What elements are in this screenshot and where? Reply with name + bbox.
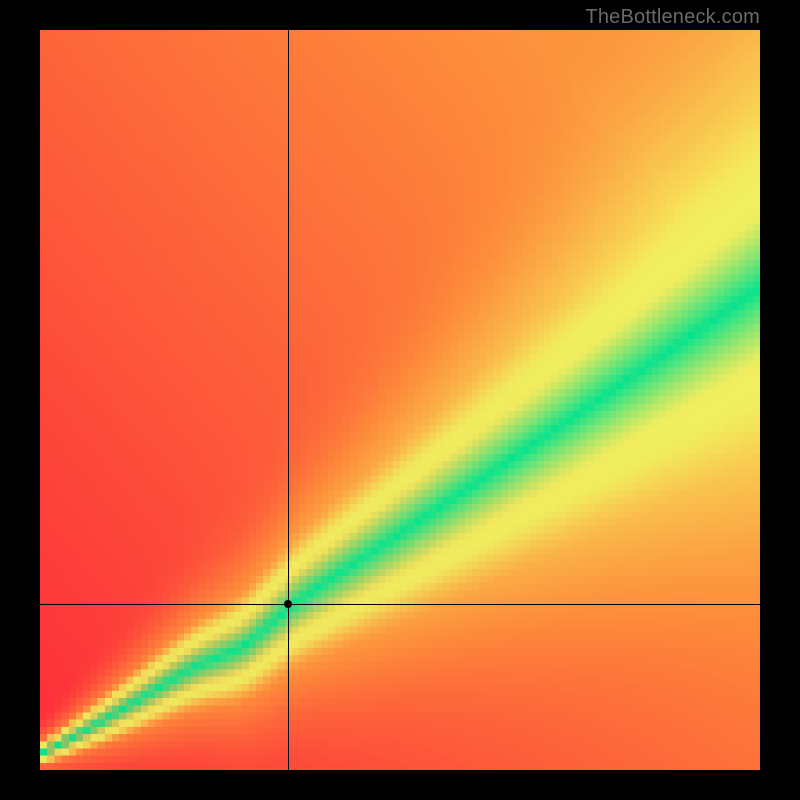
- crosshair-horizontal-line: [40, 604, 760, 605]
- bottleneck-heatmap: [40, 30, 760, 770]
- crosshair-vertical-line: [288, 30, 289, 770]
- watermark-text: TheBottleneck.com: [585, 6, 760, 29]
- crosshair-marker-dot: [284, 600, 292, 608]
- chart-container: TheBottleneck.com: [0, 0, 800, 800]
